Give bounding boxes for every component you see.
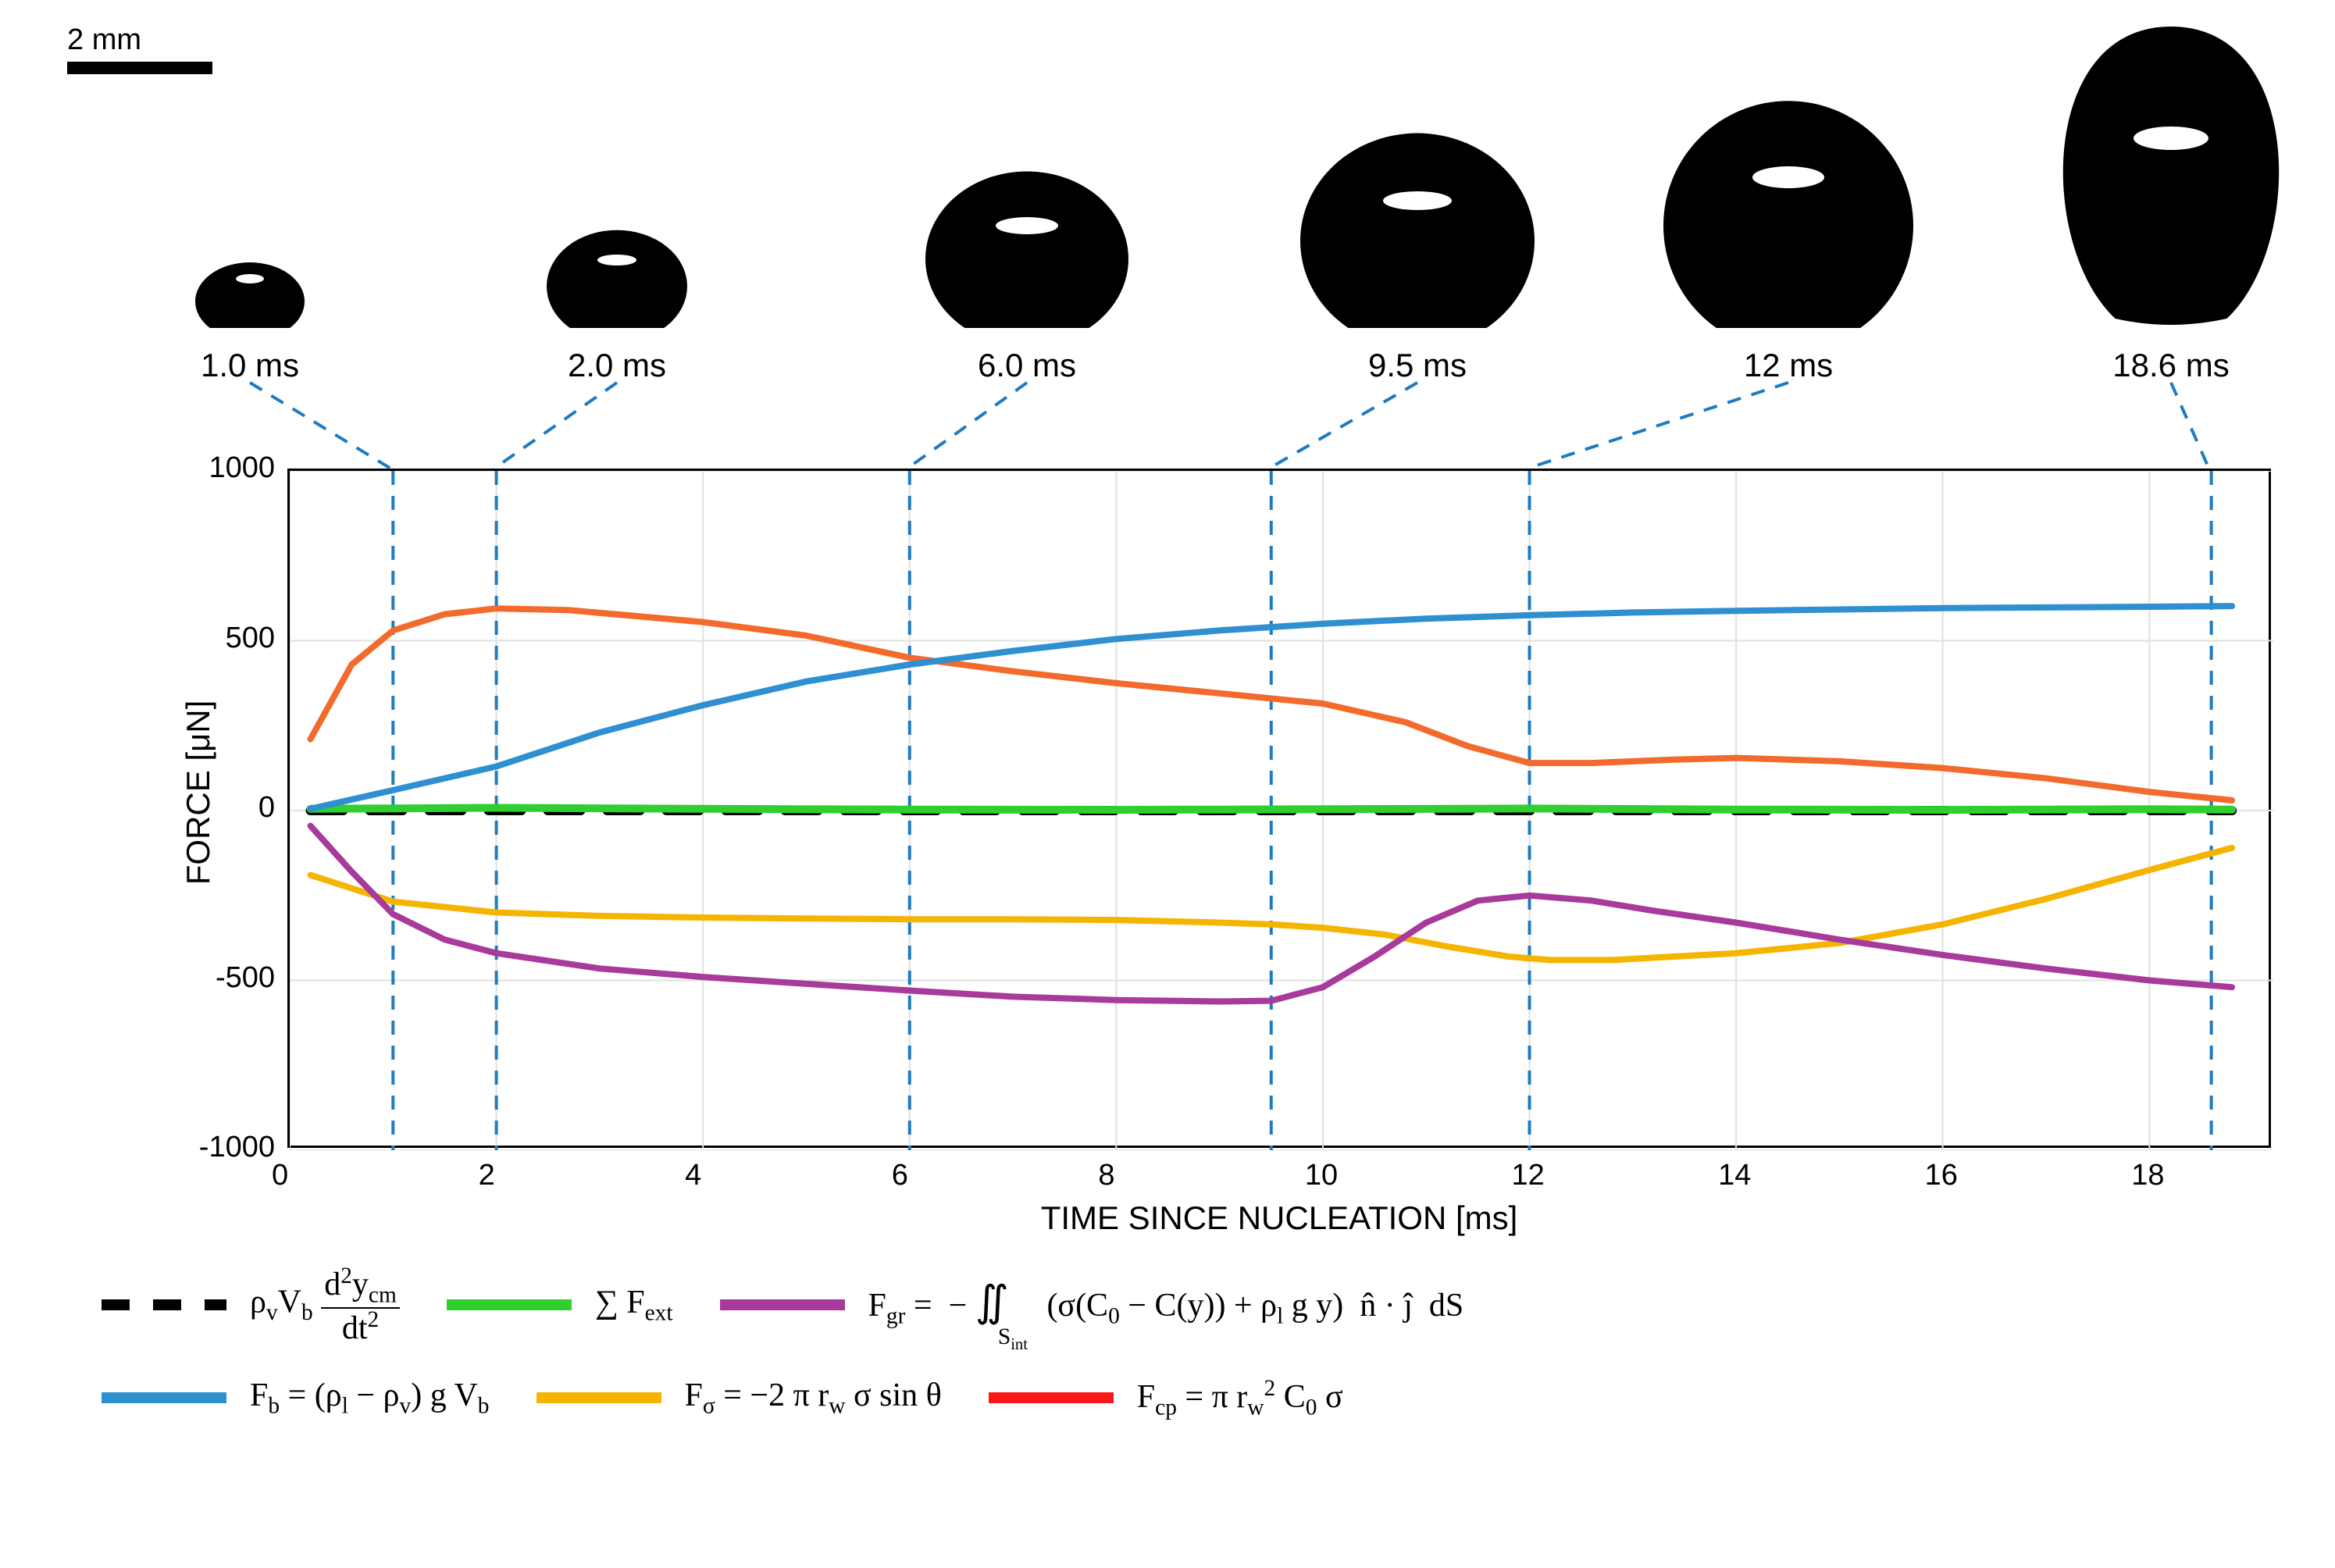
legend-item-Fgr: Fgr = − ∬Sint (σ(C0 − C(y)) + ρl g y) n̂… [720, 1276, 1464, 1333]
droplet-time-label: 2.0 ms [568, 347, 666, 384]
legend-swatch [989, 1392, 1114, 1403]
droplet-time-label: 12 ms [1744, 347, 1833, 384]
droplet-icon [918, 137, 1136, 336]
y-tick-label: 0 [258, 791, 275, 825]
legend-item-Fsum: ∑ Fext [447, 1284, 673, 1326]
legend-label: Fσ = −2 π rw σ sin θ [685, 1377, 942, 1419]
x-tick-label: 0 [272, 1159, 288, 1192]
legend-swatch [102, 1299, 226, 1310]
droplet-snapshot: 6.0 ms [918, 137, 1136, 384]
x-tick-label: 6 [892, 1159, 908, 1192]
x-tick-label: 18 [2131, 1159, 2164, 1192]
x-tick-label: 16 [1925, 1159, 1958, 1192]
x-tick-label: 14 [1718, 1159, 1751, 1192]
droplet-time-label: 6.0 ms [978, 347, 1076, 384]
droplet-snapshot: 18.6 ms [2030, 16, 2312, 384]
y-axis-label: FORCE [μN] [180, 675, 217, 910]
legend-swatch [102, 1392, 226, 1403]
droplet-icon [1292, 97, 1542, 336]
legend-swatch [537, 1392, 661, 1403]
series-Fsum [311, 808, 2233, 811]
droplet-icon [2030, 16, 2312, 336]
x-tick-label: 10 [1305, 1159, 1338, 1192]
scale-bar-label: 2 mm [67, 23, 212, 57]
x-tick-label: 12 [1512, 1159, 1545, 1192]
droplet-time-label: 9.5 ms [1368, 347, 1467, 384]
legend-item-inertia: ρvVb d2ycmdt2 [102, 1265, 400, 1345]
legend-swatch [447, 1299, 572, 1310]
droplet-time-label: 18.6 ms [2112, 347, 2229, 384]
droplet-snapshot: 1.0 ms [187, 234, 312, 384]
chart-svg [290, 471, 2273, 1150]
droplet-icon [187, 234, 312, 336]
x-axis-label: TIME SINCE NUCLEATION [ms] [1006, 1199, 1553, 1237]
droplet-snapshot: 2.0 ms [539, 200, 695, 384]
legend-label: Fb = (ρl − ρv) g Vb [250, 1377, 490, 1419]
legend-label: ∑ Fext [595, 1284, 673, 1326]
droplet-snapshot: 12 ms [1656, 62, 1921, 384]
x-tick-label: 2 [479, 1159, 495, 1192]
legend-item-Fb: Fb = (ρl − ρv) g Vb [102, 1377, 490, 1419]
force-chart [287, 469, 2271, 1148]
legend-item-Fcp: Fcp = π rw2 C0 σ [989, 1376, 1343, 1420]
legend-label: ρvVb d2ycmdt2 [250, 1265, 400, 1345]
droplet-snapshot: 9.5 ms [1292, 97, 1542, 384]
droplet-time-label: 1.0 ms [201, 347, 299, 384]
legend-label: Fgr = − ∬Sint (σ(C0 − C(y)) + ρl g y) n̂… [868, 1276, 1464, 1333]
y-tick-label: 1000 [209, 451, 275, 485]
y-tick-label: -500 [216, 961, 275, 995]
legend-label: Fcp = π rw2 C0 σ [1137, 1376, 1343, 1420]
legend: ρvVb d2ycmdt2 ∑ Fext Fgr = − ∬Sint (σ(C0 −… [102, 1265, 2288, 1452]
droplet-icon [1656, 62, 1921, 336]
x-tick-label: 8 [1098, 1159, 1114, 1192]
y-tick-label: 500 [226, 622, 275, 655]
y-tick-label: -1000 [199, 1131, 275, 1164]
scale-bar-group: 2 mm [67, 23, 212, 74]
droplet-icon [539, 200, 695, 336]
x-tick-label: 4 [685, 1159, 701, 1192]
scale-bar [67, 62, 212, 74]
legend-swatch [720, 1299, 845, 1310]
legend-item-Fsigma: Fσ = −2 π rw σ sin θ [537, 1377, 942, 1419]
